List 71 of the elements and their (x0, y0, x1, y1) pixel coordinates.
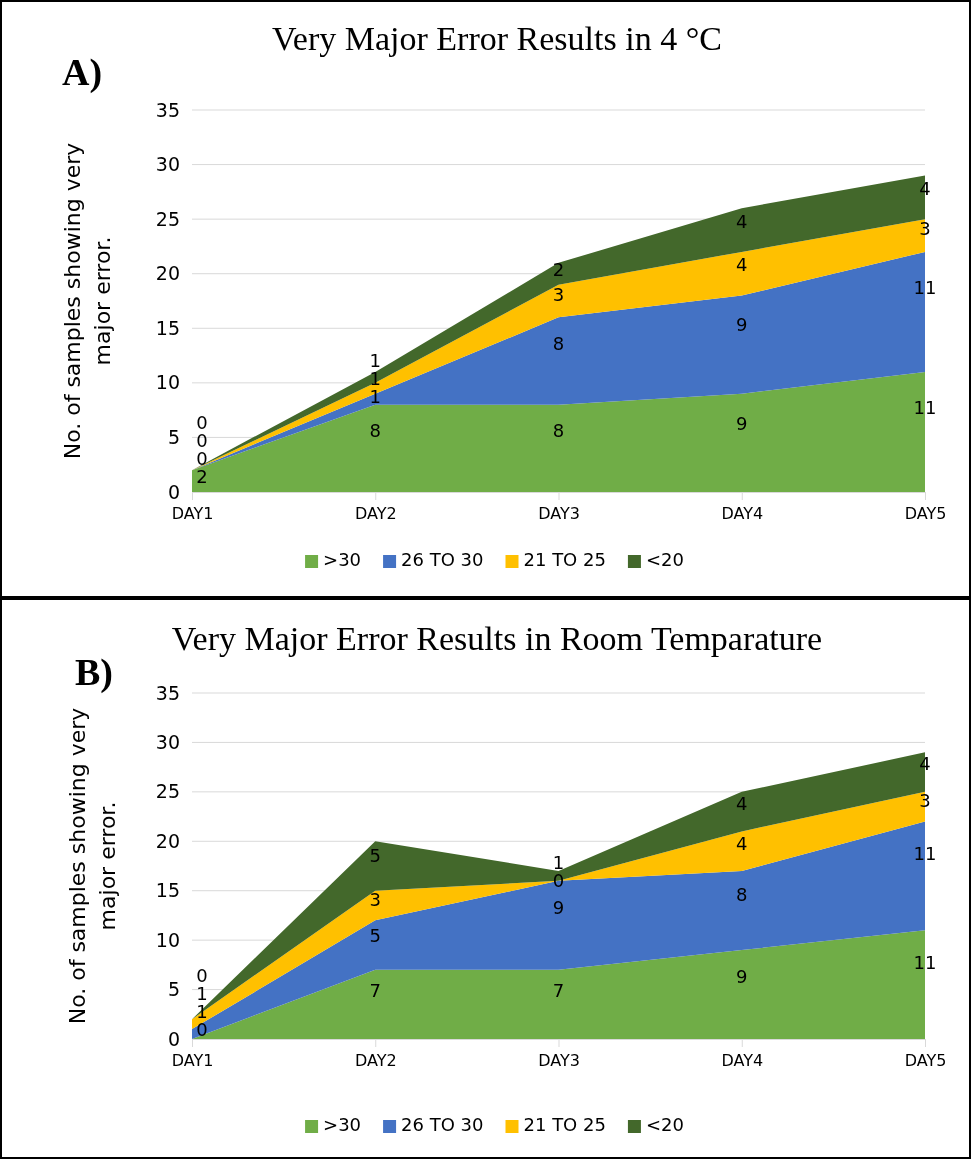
y-tick-label: 15 (155, 316, 180, 339)
data-label: 3 (369, 888, 381, 910)
text: A) (62, 51, 103, 94)
y-tick-label: 5 (167, 426, 180, 449)
data-label: 9 (736, 412, 748, 434)
data-label: 8 (736, 883, 748, 905)
data-label: 5 (369, 924, 381, 946)
data-label: 11 (913, 397, 937, 419)
data-label: 7 (369, 979, 381, 1001)
data-label: 5 (369, 845, 381, 867)
data-label: 1 (369, 350, 381, 372)
y-tick-label: 5 (167, 978, 180, 1001)
x-tick-label: DAY1 (171, 504, 214, 524)
data-label: 11 (913, 952, 937, 974)
y-axis-title: No. of samples showing very major error. (60, 142, 115, 460)
data-label: 4 (919, 753, 931, 775)
y-tick-label: 0 (167, 480, 180, 503)
legend-label: 21 TO 25 (523, 549, 606, 570)
legend-label: 26 TO 30 (401, 549, 484, 570)
x-tick-label: DAY3 (538, 1051, 580, 1071)
legend-label: 26 TO 30 (401, 1114, 484, 1135)
data-label: 4 (736, 254, 748, 276)
x-tick-label: DAY4 (721, 504, 764, 524)
y-tick-label: 20 (155, 829, 180, 852)
data-label: 2 (552, 258, 565, 280)
y-tick-label: 15 (155, 879, 180, 902)
legend-label: 21 TO 25 (523, 1114, 606, 1135)
x-tick-label: DAY2 (354, 1051, 397, 1071)
y-axis-title: No. of samples showing very major error. (65, 707, 120, 1025)
y-tick-label: 35 (155, 98, 180, 121)
y-tick-label: 35 (155, 681, 180, 704)
y-tick-label: 30 (155, 153, 180, 176)
data-label: 8 (369, 420, 381, 442)
data-label: 4 (736, 210, 748, 232)
data-label: 3 (919, 790, 931, 812)
chart-title: Very Major Error Results in 4 °C (272, 20, 722, 57)
y-tick-label: 10 (155, 371, 180, 394)
x-tick-label: DAY3 (538, 504, 580, 524)
legend-label: <20 (645, 549, 684, 570)
data-label: 9 (736, 314, 748, 336)
legend-label: <20 (645, 1114, 684, 1135)
y-tick-label: 20 (155, 262, 180, 285)
data-label: 3 (919, 218, 931, 240)
data-label: 7 (552, 979, 565, 1001)
y-tick-label: 0 (167, 1027, 180, 1050)
legend-label: >30 (323, 1114, 362, 1135)
x-tick-label: DAY4 (721, 1051, 764, 1071)
data-label: 4 (736, 793, 748, 815)
y-tick-label: 10 (155, 928, 180, 951)
data-label: 0 (196, 1019, 208, 1041)
data-label: 4 (919, 177, 931, 199)
data-label: 9 (736, 966, 748, 988)
data-label: 3 (552, 283, 565, 305)
x-tick-label: DAY5 (904, 504, 947, 524)
y-tick-label: 25 (155, 780, 180, 803)
data-label: 8 (552, 332, 565, 354)
data-label: 9 (552, 896, 565, 918)
text: B) (75, 651, 113, 694)
data-label: 11 (913, 843, 937, 865)
data-label: 11 (913, 277, 937, 299)
data-label: 4 (736, 832, 748, 854)
data-label: 1 (552, 852, 565, 874)
x-tick-label: DAY2 (354, 504, 397, 524)
chart-title: Very Major Error Results in Room Temparature (171, 620, 823, 657)
data-label: 1 (369, 386, 381, 408)
y-tick-label: 25 (155, 207, 180, 230)
x-tick-label: DAY1 (171, 1051, 214, 1071)
y-tick-label: 30 (155, 731, 180, 754)
x-tick-label: DAY5 (904, 1051, 947, 1071)
data-label: 8 (552, 420, 565, 442)
legend-label: >30 (323, 549, 362, 570)
